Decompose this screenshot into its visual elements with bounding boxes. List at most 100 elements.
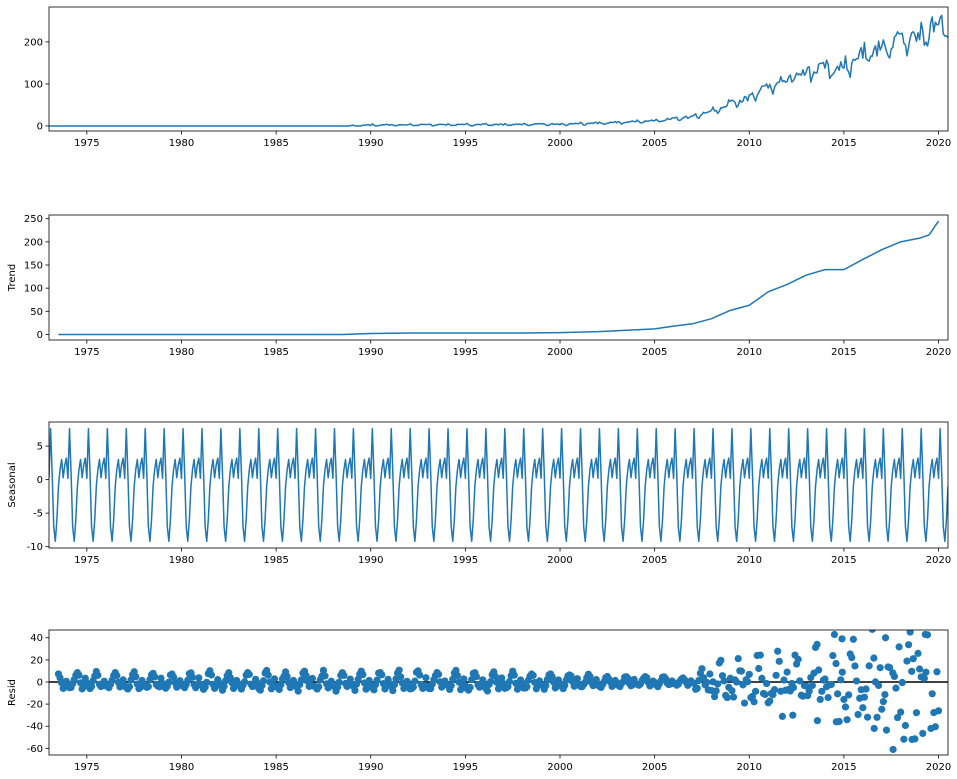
residual-point bbox=[302, 672, 310, 680]
x-tick-label: 2000 bbox=[547, 138, 572, 149]
residual-point bbox=[259, 677, 268, 685]
residual-point bbox=[472, 672, 481, 681]
residual-point bbox=[270, 675, 279, 683]
residual-point bbox=[882, 726, 891, 734]
axes-frame bbox=[48, 629, 949, 756]
residual-point bbox=[483, 687, 492, 695]
residual-point bbox=[567, 672, 575, 680]
residual-point bbox=[758, 674, 766, 682]
residual-point bbox=[876, 664, 884, 672]
residual-point bbox=[710, 693, 719, 701]
x-tick-label: 2015 bbox=[831, 762, 856, 773]
x-tick-label: 2005 bbox=[642, 762, 667, 773]
residual-point bbox=[922, 668, 930, 676]
residual-point bbox=[834, 690, 842, 698]
residual-point bbox=[766, 697, 774, 705]
x-tick-label: 1985 bbox=[263, 762, 288, 773]
residual-point bbox=[904, 641, 913, 649]
residual-point bbox=[294, 687, 302, 695]
residual-point bbox=[892, 684, 900, 692]
y-tick-label: -40 bbox=[27, 722, 43, 733]
residual-point bbox=[119, 676, 127, 684]
y-tick-label: -10 bbox=[27, 542, 43, 553]
residual-point bbox=[487, 678, 495, 686]
residual-point bbox=[813, 717, 822, 725]
residual-point bbox=[881, 634, 890, 642]
residual-point bbox=[359, 671, 367, 679]
residual-point bbox=[928, 690, 936, 698]
residual-point bbox=[94, 671, 102, 679]
residual-point bbox=[890, 672, 898, 681]
residual-point bbox=[837, 676, 845, 684]
residual-point bbox=[505, 677, 514, 686]
residual-point bbox=[808, 681, 816, 690]
x-tick-label: 2005 bbox=[642, 138, 667, 149]
residual-point bbox=[774, 647, 782, 655]
residual-point bbox=[865, 662, 873, 670]
x-tick-label: 1975 bbox=[74, 138, 99, 149]
residual-point bbox=[838, 635, 846, 643]
residual-point bbox=[125, 683, 134, 691]
residual-point bbox=[783, 668, 791, 676]
residual-point bbox=[881, 690, 889, 699]
residual-point bbox=[860, 693, 869, 701]
subplot-2: 1975 1980 1985 1990 1995 2000 2005 2010 2015 2020… bbox=[7, 214, 951, 358]
x-tick-label: 2015 bbox=[831, 555, 856, 566]
residual-point bbox=[240, 678, 249, 686]
residual-point bbox=[873, 713, 881, 721]
residual-point bbox=[165, 678, 173, 686]
x-tick-label: 2010 bbox=[737, 347, 762, 358]
x-tick-label: 1975 bbox=[74, 555, 99, 566]
x-tick-label: 1975 bbox=[74, 762, 99, 773]
series-line bbox=[49, 14, 948, 127]
residual-point bbox=[745, 670, 753, 678]
residual-point bbox=[346, 675, 354, 683]
x-tick-label: 1985 bbox=[263, 347, 288, 358]
residual-point bbox=[898, 678, 906, 687]
x-tick-label: 2015 bbox=[831, 138, 856, 149]
series-line bbox=[49, 427, 948, 543]
residual-point bbox=[573, 675, 581, 683]
x-tick-label: 2020 bbox=[926, 555, 951, 566]
residual-point bbox=[351, 686, 359, 695]
residual-point bbox=[321, 672, 329, 680]
x-tick-label: 1980 bbox=[169, 138, 194, 149]
residual-point bbox=[523, 683, 531, 691]
residual-point bbox=[315, 683, 323, 691]
residual-point bbox=[397, 673, 405, 681]
residual-point bbox=[277, 681, 285, 689]
y-tick-label: 50 bbox=[30, 307, 43, 318]
residual-point bbox=[927, 724, 935, 733]
x-tick-label: 1980 bbox=[169, 762, 194, 773]
residual-point bbox=[815, 666, 823, 674]
residual-point bbox=[586, 672, 594, 681]
plot-area bbox=[49, 14, 948, 127]
residual-point bbox=[908, 667, 916, 675]
residual-point bbox=[914, 649, 922, 657]
residual-point bbox=[319, 666, 328, 674]
residual-point bbox=[447, 682, 455, 690]
x-tick-label: 1990 bbox=[358, 555, 383, 566]
x-tick-label: 2000 bbox=[547, 347, 572, 358]
x-tick-label: 1980 bbox=[169, 347, 194, 358]
residual-point bbox=[868, 630, 876, 633]
residual-point bbox=[728, 687, 736, 695]
residual-point bbox=[460, 675, 468, 683]
residual-point bbox=[827, 680, 835, 689]
residual-point bbox=[729, 693, 738, 701]
residual-point bbox=[297, 676, 305, 684]
residual-point bbox=[867, 622, 874, 629]
residual-point bbox=[75, 671, 83, 679]
residual-point bbox=[780, 676, 788, 684]
residual-point bbox=[144, 682, 152, 691]
residual-point bbox=[796, 677, 804, 685]
residual-point bbox=[832, 718, 840, 726]
y-tick-label: 0 bbox=[37, 330, 43, 341]
residual-point bbox=[908, 735, 916, 744]
residual-point bbox=[733, 678, 741, 686]
residual-point bbox=[207, 671, 216, 679]
x-tick-label: 1995 bbox=[453, 762, 478, 773]
subplot-4: 1975 1980 1985 1990 1995 2000 2005 2010 2015 2020… bbox=[7, 622, 951, 773]
residual-point bbox=[916, 665, 924, 673]
y-tick-label: -5 bbox=[33, 509, 43, 520]
